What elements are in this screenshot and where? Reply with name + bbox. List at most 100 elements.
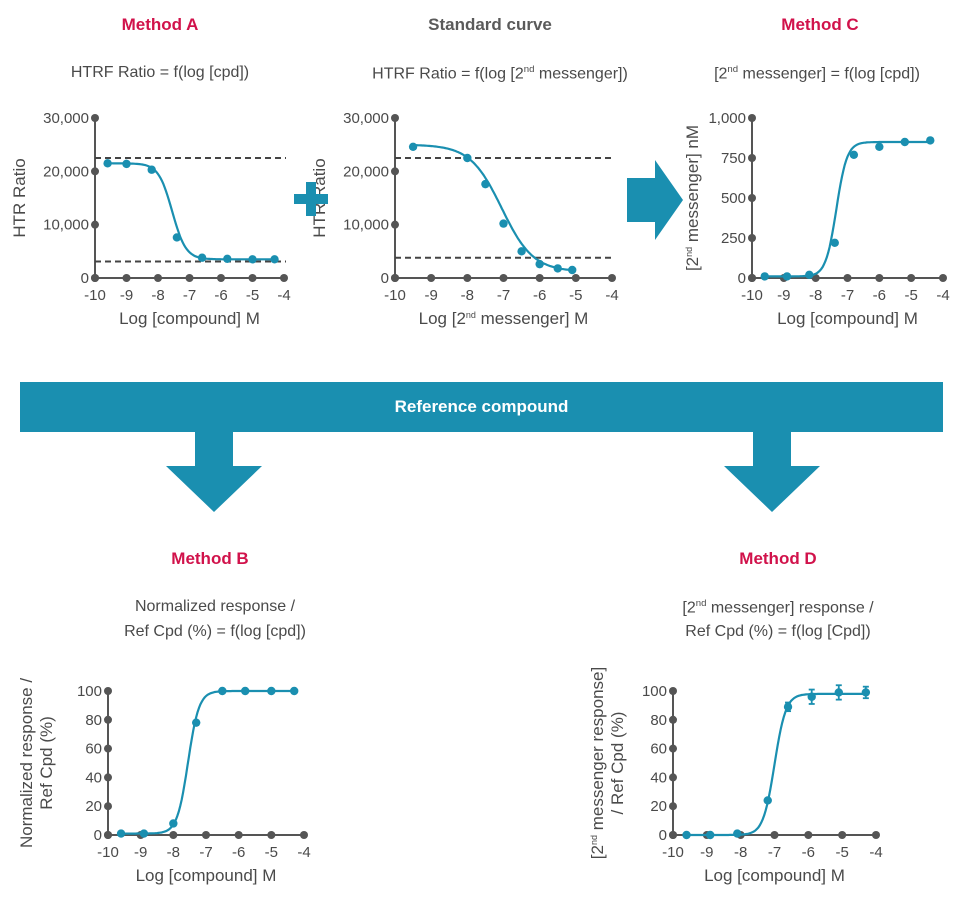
- data-point: [499, 219, 508, 228]
- y-tick-marker: [391, 220, 399, 229]
- method-a-title: Method A: [121, 15, 199, 34]
- x-axis-label: Log [compound] M: [136, 866, 277, 885]
- x-tick-label: -7: [768, 844, 781, 861]
- data-point: [682, 830, 691, 840]
- x-tick-marker: [770, 831, 779, 839]
- x-tick-label: -4: [936, 287, 949, 304]
- y-tick-label: 100: [642, 683, 667, 700]
- x-tick-marker: [804, 831, 813, 839]
- y-tick-marker: [669, 802, 677, 811]
- y-tick-marker: [748, 154, 756, 162]
- x-tick-marker: [427, 274, 436, 282]
- x-tick-label: -7: [183, 287, 196, 304]
- right-arrow-icon: [627, 160, 683, 240]
- x-tick-label: -7: [841, 287, 854, 304]
- data-point: [900, 137, 909, 147]
- y-axis-label-line1: [2nd messenger response]: [588, 667, 607, 859]
- x-tick-marker: [748, 274, 756, 282]
- x-tick-label: -10: [662, 844, 684, 861]
- x-tick-label: -8: [809, 287, 822, 304]
- x-tick-marker: [872, 831, 880, 839]
- x-tick-marker: [907, 274, 916, 282]
- x-tick-label: -6: [802, 844, 815, 861]
- method-d-subtitle-line2: Ref Cpd (%) = f(log [Cpd]): [685, 623, 871, 640]
- y-tick-label: 20,000: [43, 163, 89, 180]
- method-a-chart: 0 10,000 20,000 30,000 -10 -9 -8 -7 -6 -5 -4 Log [c…: [10, 110, 291, 328]
- method-d-title: Method D: [739, 549, 817, 568]
- data-point: [535, 259, 544, 269]
- x-tick-label: -6: [232, 844, 245, 861]
- y-tick-label: 10,000: [343, 217, 389, 234]
- y-tick-label: 80: [85, 712, 102, 729]
- method-b-title: Method B: [171, 549, 249, 568]
- x-tick-marker: [875, 274, 884, 282]
- data-point: [270, 255, 279, 264]
- standard-curve-subtitle: HTRF Ratio = f(log [2nd messenger]): [372, 64, 628, 83]
- data-point: [103, 159, 112, 168]
- y-tick-label: 0: [659, 827, 667, 844]
- x-tick-label: -8: [151, 287, 164, 304]
- x-tick-marker: [280, 274, 288, 282]
- x-tick-label: -9: [120, 287, 133, 304]
- fit-curve: [686, 692, 866, 837]
- method-a-subtitle: HTRF Ratio = f(log [cpd]): [70, 64, 250, 81]
- x-axis-label: Log [compound] M: [777, 309, 918, 328]
- y-axis-label-line2: Ref Cpd (%): [37, 716, 56, 810]
- x-tick-label: -5: [265, 844, 278, 861]
- method-d-subtitle-line1: [2nd messenger] response /: [682, 598, 874, 617]
- x-tick-marker: [499, 274, 508, 282]
- x-tick-label: -8: [461, 287, 474, 304]
- data-point: [408, 142, 418, 151]
- x-tick-label: -4: [277, 287, 290, 304]
- x-tick-marker: [122, 274, 131, 282]
- down-arrow-icon: [166, 432, 262, 512]
- reference-compound-label: Reference compound: [394, 397, 569, 416]
- method-c-chart: 0 250 500 750 1,000 -10 -9 -8 -7 -6 -5 -4 Log [compo…: [683, 110, 950, 328]
- y-tick-marker: [748, 194, 756, 202]
- plus-icon: [294, 182, 328, 216]
- x-tick-marker: [104, 831, 112, 839]
- x-tick-label: -10: [741, 287, 763, 304]
- down-arrow-icon: [724, 432, 820, 512]
- data-point: [517, 247, 526, 256]
- x-tick-marker: [202, 831, 210, 839]
- data-point: [830, 238, 839, 247]
- method-d-chart: 0 20 40 60 80 100 -10 -9 -8 -7 -6 -5 -4 Log [compound…: [588, 667, 883, 885]
- x-tick-label: -6: [214, 287, 227, 304]
- x-tick-marker: [608, 274, 616, 282]
- x-tick-marker: [939, 274, 947, 282]
- x-tick-label: -9: [777, 287, 790, 304]
- y-tick-label: 20: [650, 798, 667, 815]
- x-tick-label: -5: [246, 287, 259, 304]
- y-tick-label: 20: [85, 798, 102, 815]
- x-axis-label: Log [compound] M: [704, 866, 845, 885]
- y-tick-marker: [748, 234, 756, 242]
- x-tick-marker: [843, 274, 852, 282]
- x-tick-marker: [571, 274, 580, 282]
- data-point: [218, 686, 227, 696]
- x-tick-label: -10: [84, 287, 106, 304]
- data-point: [290, 686, 299, 696]
- standard-curve-chart: 0 10,000 20,000 30,000 -10 -9 -8 -7 -6 -5 -4 Log [2…: [310, 110, 619, 328]
- data-point: [169, 819, 178, 828]
- method-b-subtitle-line2: Ref Cpd (%) = f(log [cpd]): [124, 623, 306, 640]
- x-tick-label: -7: [199, 844, 212, 861]
- x-axis-label: Log [compound] M: [119, 309, 260, 328]
- x-axis-label: Log [2nd messenger] M: [419, 309, 589, 328]
- data-point: [783, 702, 793, 712]
- y-tick-marker: [104, 773, 112, 782]
- y-axis-label-line2: / Ref Cpd (%): [608, 712, 627, 815]
- x-tick-marker: [535, 274, 544, 282]
- x-tick-marker: [838, 831, 847, 839]
- y-tick-label: 60: [85, 741, 102, 758]
- x-tick-marker: [185, 274, 194, 282]
- plus-icon-horizontal: [294, 194, 328, 204]
- y-tick-marker: [669, 687, 677, 695]
- x-tick-label: -5: [904, 287, 917, 304]
- x-tick-label: -6: [873, 287, 886, 304]
- data-point: [172, 233, 182, 242]
- data-point: [926, 136, 935, 145]
- data-point: [139, 829, 149, 838]
- data-point: [248, 255, 257, 264]
